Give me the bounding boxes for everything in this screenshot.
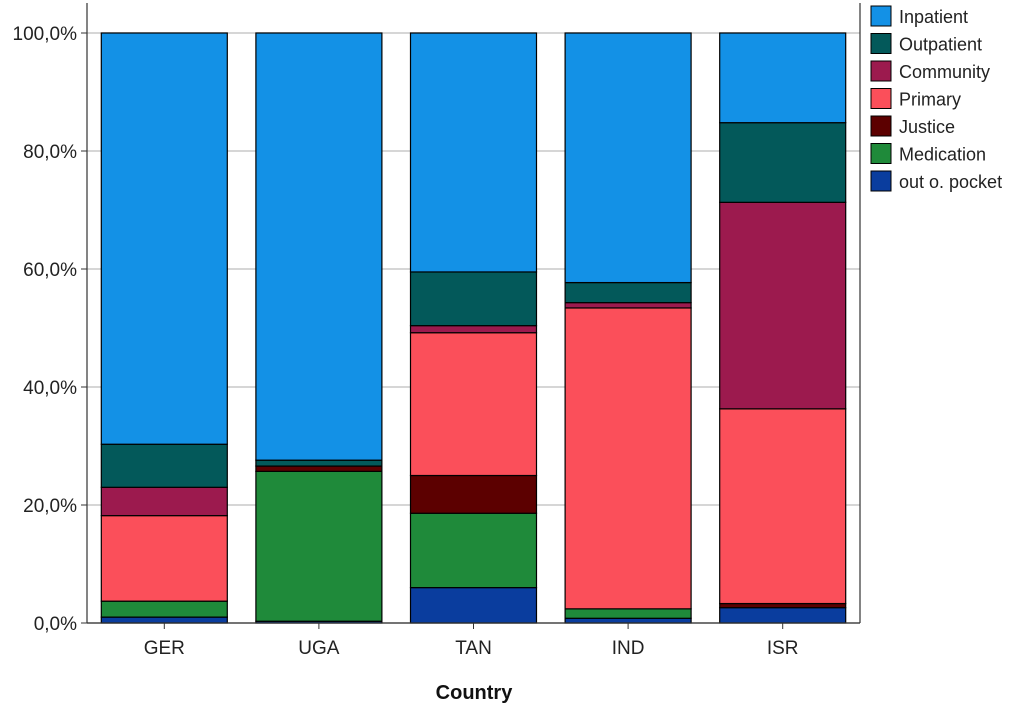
legend-swatch	[870, 33, 892, 54]
bar-segment-community	[564, 302, 692, 309]
y-tick-label: 40,0%	[23, 378, 77, 399]
legend-item: Inpatient	[870, 5, 968, 27]
legend-swatch	[870, 60, 892, 82]
bar-stack-ind	[564, 32, 692, 624]
legend-label: Primary	[899, 90, 961, 110]
bar-segment-justice	[255, 465, 383, 472]
legend-swatch	[870, 143, 892, 164]
bar-segment-outpatient	[100, 443, 228, 488]
y-tick-label: 80,0%	[23, 142, 77, 163]
y-tick-label: 0,0%	[34, 614, 77, 635]
bar-stack-isr	[719, 32, 847, 624]
bar-segment-outpatient	[409, 271, 538, 327]
legend-item: Primary	[870, 88, 961, 110]
legend-label: Outpatient	[899, 35, 982, 55]
bar-segment-outpatient	[255, 459, 383, 467]
bar-segment-outpatient	[564, 281, 692, 304]
bar-stack-uga	[255, 32, 383, 624]
legend-item: Community	[870, 60, 990, 82]
bar-segment-primary	[100, 515, 228, 602]
legend-label: Inpatient	[899, 7, 968, 27]
bar-segment-medication	[409, 512, 538, 589]
legend-item: Outpatient	[870, 33, 982, 55]
x-axis-title: Country	[436, 682, 514, 704]
y-tick-label: 20,0%	[23, 496, 77, 517]
x-tick-label: ISR	[767, 638, 799, 659]
legend-label: Medication	[899, 145, 986, 165]
legend-item: Medication	[870, 143, 986, 165]
bar-segment-community	[100, 486, 228, 517]
bar-segment-out-o-pocket	[719, 607, 847, 624]
x-tick-label: IND	[612, 638, 645, 659]
legend-swatch	[870, 88, 892, 109]
bar-segment-inpatient	[409, 32, 538, 273]
bar-segment-community	[409, 325, 538, 334]
legend-swatch	[870, 115, 892, 137]
bar-segment-medication	[564, 608, 692, 619]
x-tick-labels: GER UGA TAN IND ISR	[144, 623, 799, 659]
y-tick-label: 60,0%	[23, 260, 77, 281]
bar-segment-inpatient	[255, 32, 383, 461]
bar-segment-medication	[255, 470, 383, 622]
bar-segment-justice	[409, 474, 538, 514]
x-tick-label: TAN	[455, 638, 492, 659]
legend-item: Justice	[870, 115, 955, 137]
legend-swatch	[870, 170, 892, 192]
bar-segment-primary	[409, 332, 538, 477]
y-tick-labels: 0,0% 20,0% 40,0% 60,0% 80,0% 100,0%	[13, 24, 87, 635]
bar-segment-inpatient	[100, 32, 228, 445]
bar-segment-medication	[100, 600, 228, 618]
legend-label: out o. pocket	[899, 172, 1002, 192]
bar-segment-out-o-pocket	[100, 616, 228, 624]
bar-segment-primary	[719, 408, 847, 605]
bar-segment-inpatient	[719, 32, 847, 124]
bar-segment-out-o-pocket	[409, 586, 538, 624]
bar-stack-ger	[100, 32, 228, 624]
bar-segment-primary	[564, 307, 692, 610]
bars	[100, 32, 847, 624]
legend-item: out o. pocket	[870, 170, 1002, 192]
legend-label: Community	[899, 62, 990, 82]
bar-segment-outpatient	[719, 122, 847, 203]
legend-label: Justice	[899, 117, 955, 137]
legend-swatch	[870, 5, 892, 27]
bar-segment-justice	[719, 602, 847, 609]
x-tick-label: GER	[144, 638, 185, 659]
bar-segment-out-o-pocket	[564, 617, 692, 624]
x-tick-label: UGA	[298, 638, 340, 659]
bar-segment-inpatient	[564, 32, 692, 284]
bar-segment-community	[719, 201, 847, 410]
legend: Inpatient Outpatient Community Primary Justi…	[870, 5, 1002, 192]
y-tick-label: 100,0%	[13, 24, 78, 45]
bar-stack-tan	[409, 32, 538, 624]
